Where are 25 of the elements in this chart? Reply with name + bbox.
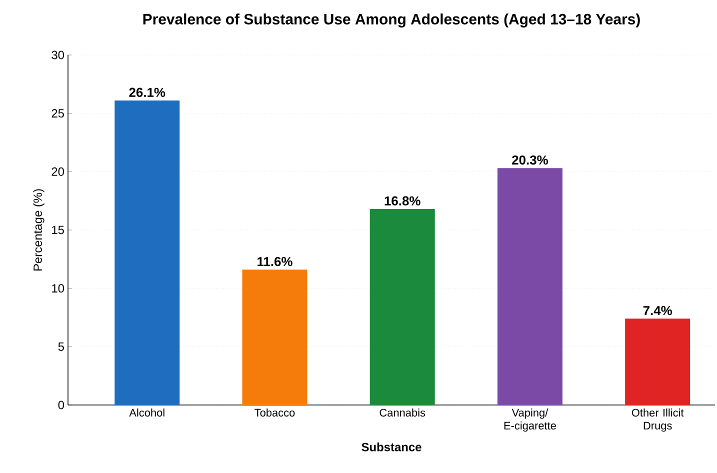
y-tick-label: 15 bbox=[52, 226, 64, 234]
bar bbox=[242, 270, 308, 405]
y-tick-label: 25 bbox=[52, 109, 64, 118]
data-label: 16.8% bbox=[384, 196, 420, 206]
x-tick-label: Alcohol bbox=[129, 408, 164, 417]
bar bbox=[370, 208, 435, 405]
x-tick-label: Other Illicit Drugs bbox=[632, 408, 684, 432]
y-tick-label: 20 bbox=[52, 167, 64, 176]
y-axis-title: Percentage (%) bbox=[33, 189, 44, 271]
y-tick-label: 10 bbox=[52, 284, 64, 293]
y-tick-label: 5 bbox=[58, 342, 64, 351]
y-tick-label: 0 bbox=[58, 400, 64, 410]
bar bbox=[114, 100, 180, 405]
x-tick-label: Cannabis bbox=[380, 408, 426, 417]
chart-title: Prevalence of Substance Use Among Adolescents (Aged 13–18 Years) bbox=[143, 14, 640, 28]
bar bbox=[497, 168, 562, 405]
bar bbox=[625, 318, 690, 405]
x-tick-label: Tobacco bbox=[254, 408, 295, 417]
x-tick-label: Vaping/ E-cigarette bbox=[504, 408, 556, 432]
data-label: 26.1% bbox=[129, 88, 166, 97]
y-tick-label: 30 bbox=[52, 50, 64, 60]
x-axis-title: Substance bbox=[362, 442, 422, 452]
data-label: 11.6% bbox=[258, 256, 292, 266]
data-label: 7.4% bbox=[643, 306, 672, 316]
data-label: 20.3% bbox=[512, 155, 548, 165]
